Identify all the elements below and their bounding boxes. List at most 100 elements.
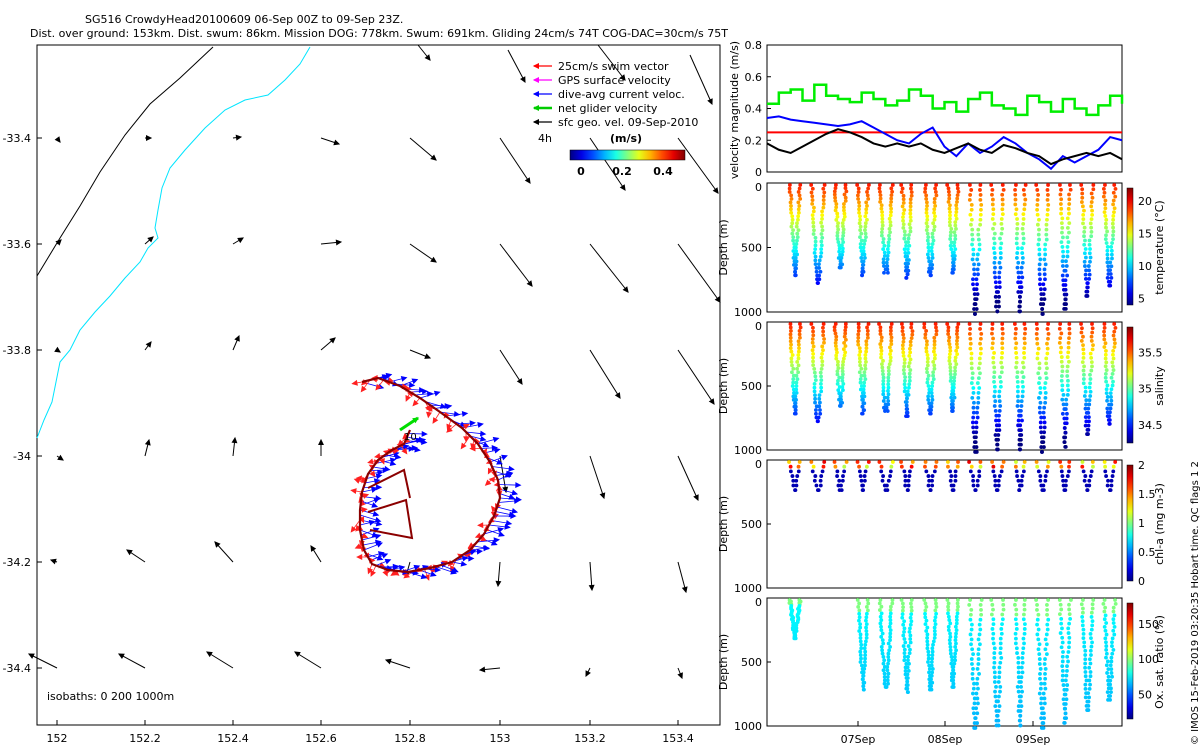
profile-sample-point [907, 630, 912, 634]
profile-sample-point [972, 696, 977, 701]
geo-velocity-arrow-head [49, 558, 57, 565]
profile-sample-point [995, 442, 1000, 447]
profile-sample-point [954, 210, 959, 214]
profile-sample-point [1041, 691, 1046, 696]
profile-sample-point [967, 197, 972, 202]
profile-sample-point [819, 232, 824, 236]
profile-sample-point [1081, 381, 1086, 386]
profile-sample-point [1057, 341, 1062, 345]
profile-sample-point [953, 658, 958, 663]
profile-sample-point [839, 483, 843, 488]
profile-sample-point [810, 194, 815, 199]
profile-sample-point [796, 207, 801, 212]
colorbar-label: chl-a (mg m-3) [1153, 483, 1166, 565]
current-vector-head [476, 548, 483, 555]
profile-sample-point [1082, 372, 1086, 377]
profile-sample-point [886, 399, 891, 403]
profile-sample-point [948, 641, 952, 646]
profile-sample-point [1102, 325, 1107, 330]
profile-sample-point [881, 668, 886, 673]
profile-sample-point [836, 378, 840, 383]
profile-sample-point [1014, 183, 1018, 187]
profile-sample-point [1040, 706, 1045, 711]
current-vector-head [506, 472, 514, 479]
profile-colorbar [1126, 602, 1134, 720]
profile-sample-point [1035, 632, 1040, 637]
profile-sample-point [978, 197, 983, 202]
profile-sample-point [904, 275, 909, 280]
profile-sample-point [855, 183, 860, 187]
profile-sample-point [1109, 402, 1114, 407]
profile-sample-point [821, 194, 826, 199]
profile-sample-point [890, 598, 895, 602]
profile-sample-point [880, 210, 884, 214]
profile-sample-point [948, 348, 953, 353]
geo-velocity-arrow-head [712, 187, 719, 194]
swim-vector-head [412, 399, 419, 407]
profile-sample-point [1105, 275, 1110, 280]
profile-y-tick-label: 1000 [734, 720, 762, 733]
profile-sample-point [878, 193, 883, 198]
profile-sample-point [1067, 221, 1072, 226]
profile-sample-point [862, 391, 866, 395]
profile-sample-point [1067, 192, 1071, 197]
profile-sample-point [1041, 302, 1046, 306]
profile-sample-point [865, 193, 870, 198]
profile-sample-point [997, 665, 1002, 670]
profile-sample-point [929, 259, 933, 264]
swim-vector-head [361, 532, 369, 539]
profile-sample-point [1110, 644, 1114, 648]
profile-sample-point [930, 649, 935, 654]
profile-sample-point [1015, 226, 1020, 231]
profile-sample-point [844, 189, 849, 194]
profile-y-tick-label: 1000 [734, 582, 762, 595]
profile-sample-point [934, 332, 939, 337]
profile-sample-point [810, 337, 815, 341]
profile-sample-point [794, 242, 799, 246]
profile-sample-point [878, 183, 882, 187]
current-vector-head [420, 573, 428, 580]
profile-sample-point [978, 627, 983, 632]
profile-sample-point [991, 207, 996, 212]
profile-sample-point [1087, 478, 1092, 483]
profile-sample-point [795, 366, 799, 371]
profile-sample-point [1083, 474, 1088, 478]
profile-sample-point [879, 352, 884, 357]
profile-sample-point [796, 217, 800, 222]
profile-sample-point [837, 246, 842, 251]
profile-sample-point [1046, 202, 1051, 207]
profile-sample-point [991, 641, 996, 646]
profile-sample-point [1063, 287, 1068, 292]
profile-sample-point [948, 634, 953, 639]
profile-sample-point [841, 218, 846, 222]
profile-sample-point [951, 685, 956, 689]
profile-sample-point [946, 325, 951, 330]
profile-sample-point [1086, 703, 1091, 708]
geo-velocity-arrow [677, 455, 699, 501]
profile-sample-point [811, 209, 816, 214]
swim-vector-head [358, 516, 365, 524]
profile-y-tick-label: 500 [741, 242, 762, 255]
profile-sample-point [1039, 297, 1044, 302]
profile-sample-point [820, 359, 825, 364]
profile-sample-point [907, 378, 912, 383]
profile-sample-point [798, 325, 803, 330]
profile-sample-point [838, 404, 843, 408]
profile-sample-point [953, 469, 958, 474]
profile-sample-point [1065, 355, 1070, 359]
profile-sample-point [907, 382, 912, 387]
profile-sample-point [998, 375, 1002, 379]
profile-sample-point [796, 210, 801, 215]
profile-sample-point [881, 237, 886, 241]
profile-sample-point [970, 371, 975, 376]
geo-velocity-arrow [677, 349, 715, 405]
profile-sample-point [1037, 381, 1041, 385]
profile-sample-point [1105, 395, 1110, 399]
profile-sample-point [1109, 483, 1114, 488]
profile-sample-point [860, 262, 865, 267]
profile-sample-point [1012, 322, 1017, 326]
profile-sample-point [1020, 670, 1025, 675]
profile-sample-point [1111, 217, 1116, 222]
isobaths-label: isobaths: 0 200 1000m [47, 690, 174, 703]
